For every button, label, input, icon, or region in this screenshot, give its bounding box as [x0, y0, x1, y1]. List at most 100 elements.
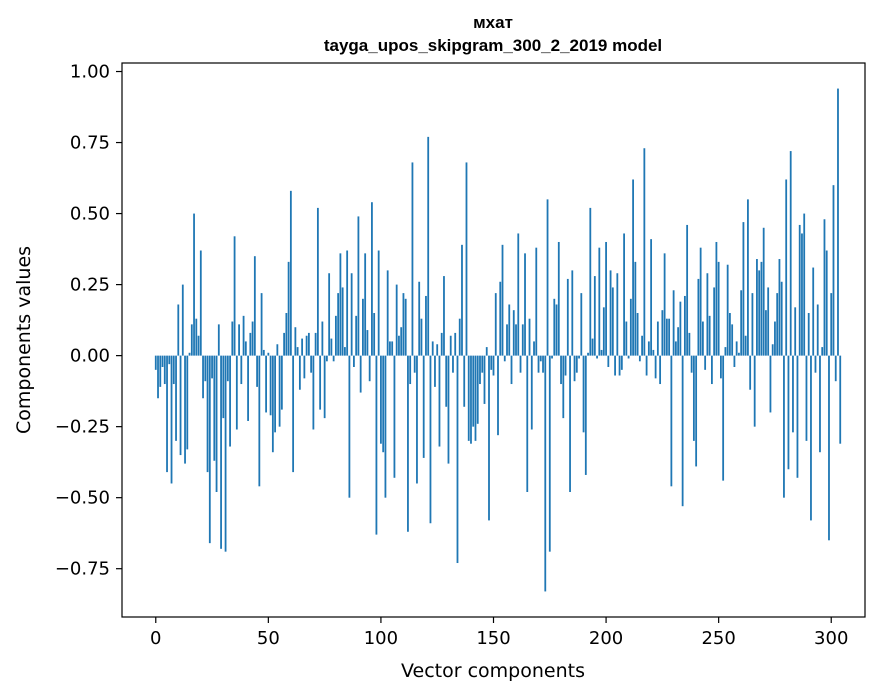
bar	[276, 344, 279, 356]
bar	[229, 355, 231, 447]
bar	[587, 352, 589, 356]
chart-subtitle: tayga_upos_skipgram_300_2_2019 model	[324, 36, 662, 55]
bar	[542, 355, 544, 373]
bar	[620, 355, 623, 370]
bar	[168, 355, 171, 365]
bar	[548, 355, 551, 552]
bar	[211, 355, 213, 379]
bar	[551, 355, 553, 359]
y-tick-label: −0.25	[55, 417, 110, 438]
y-axis-label: Components values	[13, 246, 35, 434]
bar	[193, 213, 195, 356]
bar	[562, 355, 565, 419]
bar	[625, 321, 628, 356]
bar	[472, 355, 475, 427]
bar	[742, 222, 745, 356]
bar	[708, 315, 711, 356]
bar	[253, 256, 256, 356]
bar	[422, 355, 425, 458]
bar	[724, 347, 727, 356]
bar	[287, 261, 290, 356]
y-tick-label: −0.50	[55, 488, 110, 509]
bar	[159, 355, 162, 387]
bar	[726, 264, 729, 356]
bar	[377, 250, 380, 356]
bar	[206, 355, 209, 473]
bar	[582, 355, 585, 433]
bar	[188, 352, 191, 356]
bar	[717, 261, 720, 356]
plot-frame	[121, 62, 866, 618]
bar	[695, 355, 698, 467]
bar	[812, 267, 815, 356]
bar	[584, 355, 587, 475]
bars-group	[154, 88, 842, 592]
bar	[224, 355, 227, 552]
bar	[697, 278, 700, 356]
bar	[830, 293, 833, 356]
bar	[395, 284, 398, 356]
bar	[274, 355, 276, 433]
bar	[546, 199, 549, 356]
bar	[208, 355, 211, 544]
bar	[638, 355, 641, 362]
bar	[301, 338, 304, 356]
bar	[645, 355, 648, 376]
bar	[598, 247, 601, 356]
bar	[616, 273, 619, 356]
x-tick-label: 300	[814, 628, 848, 649]
bar	[575, 355, 578, 373]
bar	[170, 355, 173, 484]
bar	[186, 355, 189, 450]
bar	[711, 355, 713, 385]
bar	[332, 355, 335, 362]
bar	[375, 355, 378, 535]
bar	[609, 270, 612, 356]
bar	[285, 313, 288, 356]
bar	[555, 304, 558, 356]
bar	[434, 355, 436, 387]
bar	[292, 355, 295, 473]
x-tick-label: 50	[257, 628, 280, 649]
bar	[605, 241, 607, 356]
bar	[382, 355, 385, 453]
bar	[756, 259, 758, 356]
bar	[494, 293, 497, 356]
bar	[420, 318, 423, 356]
bar	[519, 355, 522, 373]
bar	[305, 335, 308, 356]
bar	[785, 179, 788, 356]
bar	[238, 324, 240, 356]
bar	[807, 313, 810, 356]
bar	[371, 202, 373, 356]
bar	[641, 335, 643, 356]
bar	[659, 355, 662, 385]
bar	[485, 347, 488, 356]
bar	[380, 355, 382, 444]
bar	[661, 310, 664, 356]
bar	[172, 355, 175, 385]
bar	[431, 341, 434, 356]
bar	[683, 295, 686, 356]
bar	[789, 151, 792, 356]
bar	[312, 355, 315, 430]
x-axis: 0 50 100 150 200 250 300	[150, 617, 848, 649]
bar	[479, 355, 481, 385]
bar	[834, 355, 837, 382]
bar	[195, 318, 198, 356]
bar	[524, 253, 526, 356]
bar	[346, 250, 349, 356]
bar	[602, 307, 605, 356]
bar	[418, 281, 421, 356]
bar	[244, 341, 247, 356]
bar	[407, 355, 409, 532]
bar	[321, 321, 324, 356]
bar	[654, 355, 657, 379]
x-tick-label: 100	[364, 628, 398, 649]
bar	[184, 355, 186, 464]
bar	[267, 352, 270, 356]
bar	[181, 284, 184, 356]
bar	[636, 313, 639, 356]
bar	[578, 355, 580, 359]
